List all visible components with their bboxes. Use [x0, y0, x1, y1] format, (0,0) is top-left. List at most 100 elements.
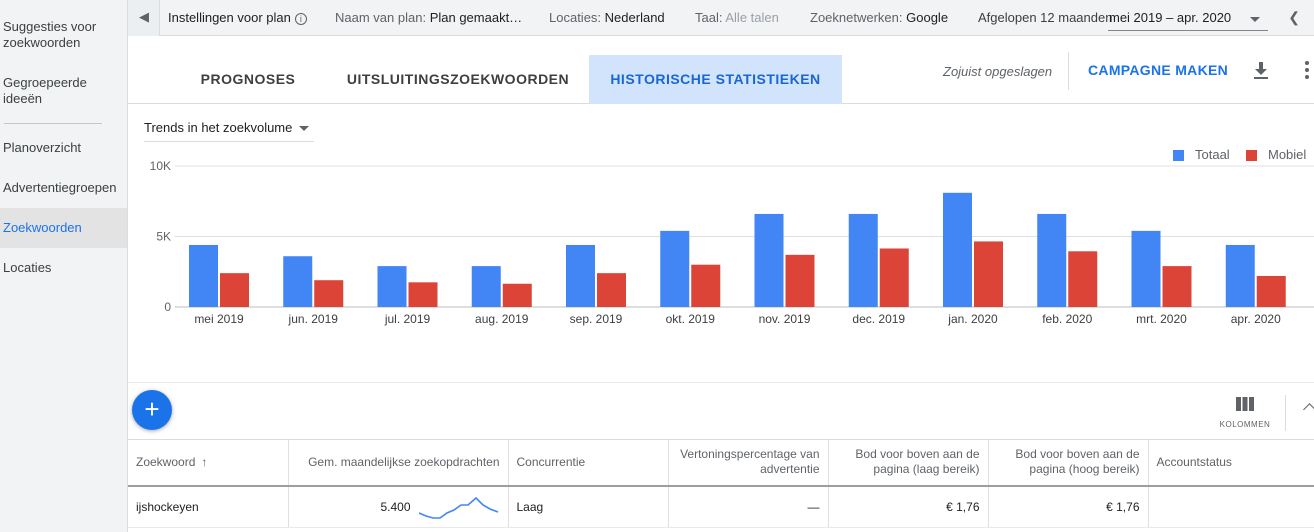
plan-name-value: Plan gemaakt…: [429, 10, 523, 25]
bar-total[interactable]: [377, 266, 407, 307]
sort-ascending-icon[interactable]: ↑: [201, 454, 208, 469]
sidebar-item-plan-overview[interactable]: Planoverzicht: [3, 140, 82, 155]
monthly-searches-cell: 5.400: [288, 485, 509, 528]
columns-button[interactable]: KOLOMMEN: [1217, 397, 1273, 429]
bar-total[interactable]: [566, 244, 595, 307]
bar-total[interactable]: [1037, 213, 1067, 307]
table-row[interactable]: ijshockeyen 5.400 Laag — € 1,76 € 1,76: [128, 485, 1314, 528]
date-range-value: mei 2019 – apr. 2020: [1109, 10, 1232, 25]
chart-type-select[interactable]: Trends in het zoekvolume: [144, 118, 314, 142]
chevron-left-icon[interactable]: ❮: [1288, 9, 1300, 25]
add-keywords-button[interactable]: +: [132, 390, 172, 430]
language-label: Taal:: [695, 10, 723, 25]
monthly-searches-value: 5.400: [380, 499, 411, 514]
plan-name-setting[interactable]: Naam van plan: Plan gemaakt…: [335, 10, 522, 25]
column-header-impression-share[interactable]: Vertoningspercentage van advertentie: [668, 439, 829, 487]
column-header-keyword[interactable]: Zoekwoord ↑: [128, 439, 289, 487]
impression-share-cell: —: [668, 485, 829, 528]
columns-label: KOLOMMEN: [1219, 420, 1271, 429]
bar-mobile[interactable]: [597, 273, 626, 307]
bar-mobile[interactable]: [408, 282, 438, 307]
chart-type-value: Trends in het zoekvolume: [144, 120, 293, 135]
table-header-row: Zoekwoord ↑ Gem. maandelijkse zoekopdrach…: [128, 439, 1314, 487]
bar-mobile[interactable]: [974, 241, 1003, 307]
sidebar-divider: [4, 123, 102, 124]
networks-label: Zoeknetwerken:: [810, 10, 903, 25]
bar-mobile[interactable]: [220, 273, 249, 307]
dropdown-arrow-icon: [299, 126, 309, 131]
legend-label-mobile: Mobiel: [1268, 147, 1307, 162]
column-header-bid-high[interactable]: Bod voor boven aan de pagina (hoog berei…: [988, 439, 1149, 487]
sidebar-item-grouped-ideas[interactable]: Gegroepeerde ideeën: [3, 75, 87, 106]
legend-swatch-total: [1173, 150, 1184, 161]
bar-total[interactable]: [848, 213, 878, 307]
bar-mobile[interactable]: [1068, 251, 1098, 307]
x-tick-label: mei 2019: [194, 312, 244, 326]
bar-total[interactable]: [660, 230, 690, 307]
tab-historical-metrics[interactable]: HISTORISCHE STATISTIEKEN: [589, 55, 842, 104]
period-label: Afgelopen 12 maanden: [978, 10, 1113, 25]
x-tick-label: jul. 2019: [384, 312, 431, 326]
column-header-competition[interactable]: Concurrentie: [508, 439, 669, 487]
bar-total[interactable]: [1131, 230, 1161, 307]
competition-cell: Laag: [508, 485, 669, 528]
locations-value: Nederland: [604, 10, 665, 25]
more-options-icon[interactable]: [1305, 61, 1311, 81]
account-status-cell: [1148, 485, 1314, 528]
toolbar-divider: [1068, 52, 1069, 90]
bar-mobile[interactable]: [879, 248, 909, 307]
bar-total[interactable]: [471, 266, 501, 307]
networks-value: Google: [906, 10, 949, 25]
x-tick-label: mrt. 2020: [1136, 312, 1187, 326]
column-header-account-status[interactable]: Accountstatus: [1148, 439, 1314, 487]
bar-total[interactable]: [754, 213, 784, 307]
networks-setting[interactable]: Zoeknetwerken: Google: [810, 10, 948, 25]
column-header-keyword-label: Zoekwoord: [136, 454, 196, 469]
bar-total[interactable]: [1225, 244, 1255, 307]
bid-high-cell: € 1,76: [988, 485, 1149, 528]
bar-mobile[interactable]: [1162, 266, 1192, 307]
table-actions-row: + KOLOMMEN: [128, 382, 1314, 440]
download-icon[interactable]: [1251, 59, 1271, 81]
x-tick-label: okt. 2019: [666, 312, 716, 326]
plan-settings-bar: ◀ Instellingen voor plan i Naam van plan:…: [128, 0, 1314, 36]
chevron-left-icon: ◀: [139, 9, 149, 24]
left-sidebar: Suggesties voor zoekwoorden Gegroepeerde…: [0, 0, 128, 532]
column-header-bid-low[interactable]: Bod voor boven aan de pagina (laag berei…: [828, 439, 989, 487]
bar-mobile[interactable]: [502, 283, 532, 307]
sidebar-item-locations[interactable]: Locaties: [3, 260, 52, 275]
tab-negative-keywords[interactable]: UITSLUITINGSZOEKWOORDEN: [346, 71, 570, 87]
bar-total[interactable]: [189, 244, 218, 307]
sidebar-item-ad-groups[interactable]: Advertentiegroepen: [3, 180, 117, 195]
language-setting[interactable]: Taal: Alle talen: [695, 10, 779, 25]
bar-mobile[interactable]: [691, 264, 721, 307]
locations-setting[interactable]: Locaties: Nederland: [549, 10, 665, 25]
bar-mobile[interactable]: [314, 280, 344, 307]
dropdown-arrow-icon: [1250, 17, 1260, 22]
plan-settings-text: Instellingen voor plan: [168, 10, 291, 25]
y-tick-label: 10K: [150, 159, 171, 173]
trend-sparkline: [418, 496, 498, 519]
sidebar-item-keyword-suggestions[interactable]: Suggesties voor zoekwoorden: [3, 19, 97, 50]
saved-status: Zojuist opgeslagen: [943, 64, 1053, 79]
bar-total[interactable]: [283, 256, 313, 307]
bar-mobile[interactable]: [785, 254, 815, 307]
date-range-select[interactable]: mei 2019 – apr. 2020: [1108, 7, 1268, 31]
sidebar-item-keywords[interactable]: Zoekwoorden: [0, 208, 127, 248]
x-tick-label: jan. 2020: [947, 312, 998, 326]
bar-mobile[interactable]: [1256, 275, 1286, 307]
collapse-sidebar-button[interactable]: ◀: [128, 0, 160, 36]
legend-swatch-mobile: [1246, 150, 1257, 161]
tab-forecasts[interactable]: PROGNOSES: [200, 71, 296, 87]
create-campaign-button[interactable]: CAMPAGNE MAKEN: [1088, 62, 1229, 78]
y-tick-label: 0: [164, 300, 171, 314]
expand-icon[interactable]: [1303, 403, 1314, 416]
column-header-monthly-searches[interactable]: Gem. maandelijkse zoekopdrachten: [288, 439, 509, 487]
plan-settings-label[interactable]: Instellingen voor plan i: [168, 10, 307, 25]
info-icon[interactable]: i: [294, 13, 307, 25]
bar-total[interactable]: [943, 192, 972, 307]
x-tick-label: dec. 2019: [852, 312, 905, 326]
language-value: Alle talen: [725, 10, 779, 25]
x-tick-label: sep. 2019: [570, 312, 623, 326]
tab-bar: PROGNOSES UITSLUITINGSZOEKWOORDEN HISTOR…: [128, 37, 1314, 104]
